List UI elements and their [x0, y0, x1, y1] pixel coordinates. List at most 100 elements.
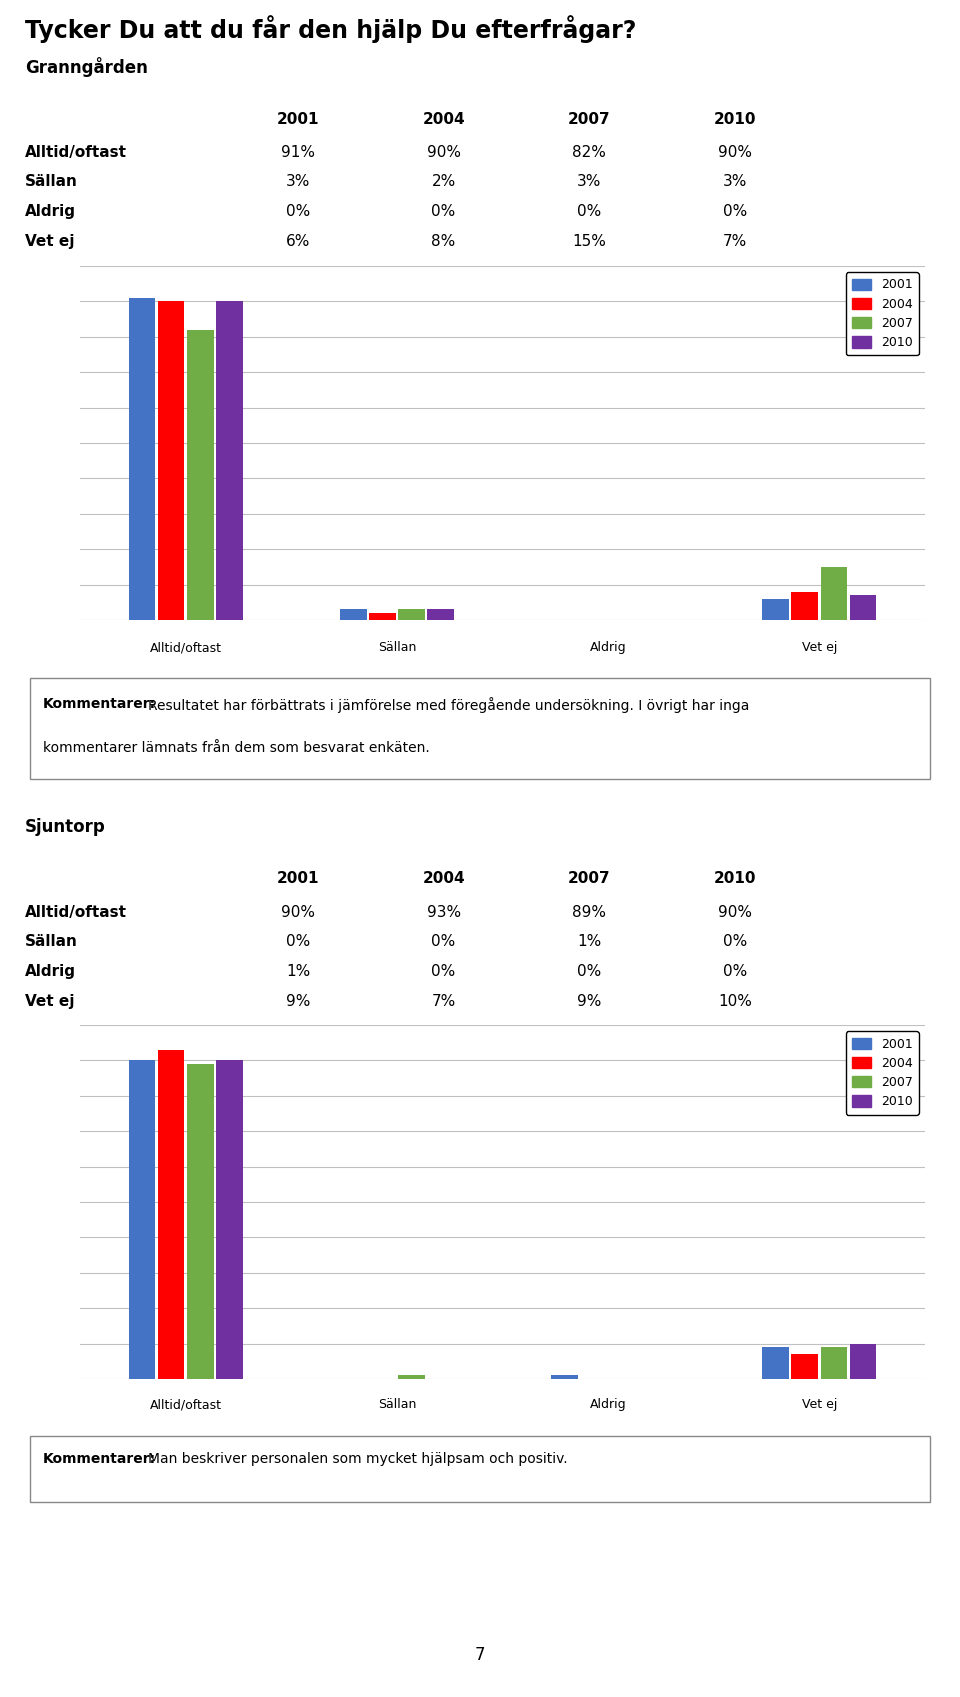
Bar	[762, 599, 789, 619]
Text: 90%: 90%	[47, 1056, 72, 1066]
Text: 10%: 10%	[47, 1339, 72, 1349]
Text: 2007: 2007	[568, 872, 611, 886]
Text: 2004: 2004	[422, 112, 465, 127]
Legend: 2001, 2004, 2007, 2010: 2001, 2004, 2007, 2010	[846, 272, 919, 355]
Bar	[821, 1347, 848, 1380]
Text: Vet ej: Vet ej	[25, 234, 75, 249]
Text: 30%: 30%	[47, 1268, 72, 1278]
Bar	[398, 609, 424, 619]
Text: Tycker Du att du får den hjälp Du efterfrågar?: Tycker Du att du får den hjälp Du efterf…	[25, 15, 636, 42]
Text: Kommentarer:: Kommentarer:	[43, 697, 156, 711]
Text: Sjuntorp: Sjuntorp	[25, 818, 106, 837]
Text: 3%: 3%	[286, 175, 310, 190]
Text: 2010: 2010	[713, 872, 756, 886]
Text: 60%: 60%	[47, 402, 72, 412]
Bar	[850, 596, 876, 619]
FancyBboxPatch shape	[30, 1436, 930, 1502]
Text: Kommentarer:: Kommentarer:	[43, 1453, 156, 1466]
Bar	[551, 1376, 578, 1380]
Text: 7%: 7%	[723, 234, 747, 249]
Text: 2010: 2010	[713, 112, 756, 127]
Text: 3%: 3%	[577, 175, 601, 190]
Text: 8%: 8%	[431, 234, 456, 249]
Text: Aldrig: Aldrig	[25, 204, 76, 219]
Text: 80%: 80%	[47, 333, 72, 341]
Bar	[791, 1354, 818, 1380]
Text: 0%: 0%	[54, 1375, 72, 1385]
Text: Sällan: Sällan	[377, 1398, 416, 1412]
Text: 2001: 2001	[276, 112, 320, 127]
Bar	[216, 1061, 243, 1380]
Text: 2%: 2%	[431, 175, 456, 190]
Bar	[340, 609, 367, 619]
Text: 10%: 10%	[47, 580, 72, 589]
Text: 89%: 89%	[572, 905, 606, 920]
Text: 91%: 91%	[281, 144, 315, 160]
Text: 70%: 70%	[47, 367, 72, 377]
FancyBboxPatch shape	[30, 679, 930, 779]
Text: 0%: 0%	[577, 204, 601, 219]
Text: 50%: 50%	[47, 438, 72, 448]
Text: 0%: 0%	[431, 964, 456, 979]
Text: 30%: 30%	[47, 509, 72, 519]
Text: 90%: 90%	[718, 905, 752, 920]
Text: 0%: 0%	[577, 964, 601, 979]
Text: Aldrig: Aldrig	[589, 641, 627, 655]
Text: 7%: 7%	[431, 994, 456, 1010]
Text: 80%: 80%	[47, 1091, 72, 1101]
Text: 0%: 0%	[286, 204, 310, 219]
Text: 93%: 93%	[426, 905, 461, 920]
Bar	[187, 329, 213, 619]
Bar	[821, 567, 848, 619]
Text: 0%: 0%	[286, 935, 310, 950]
Text: Sällan: Sällan	[25, 175, 78, 190]
Legend: 2001, 2004, 2007, 2010: 2001, 2004, 2007, 2010	[846, 1032, 919, 1115]
Text: 70%: 70%	[47, 1127, 72, 1137]
Text: Sällan: Sällan	[377, 641, 416, 655]
Text: kommentarer lämnats från dem som besvarat enkäten.: kommentarer lämnats från dem som besvara…	[43, 742, 430, 755]
Text: Granngården: Granngården	[25, 58, 148, 76]
Bar	[157, 302, 184, 619]
Bar	[157, 1050, 184, 1380]
Text: 0%: 0%	[723, 964, 747, 979]
Text: 2007: 2007	[568, 112, 611, 127]
Text: 90%: 90%	[718, 144, 752, 160]
Text: Vet ej: Vet ej	[25, 994, 75, 1010]
Bar	[216, 302, 243, 619]
Bar	[129, 299, 156, 619]
Bar	[427, 609, 454, 619]
Text: 90%: 90%	[281, 905, 315, 920]
Text: Sällan: Sällan	[25, 935, 78, 950]
Bar	[369, 613, 396, 619]
Text: 20%: 20%	[47, 1303, 72, 1313]
Text: 6%: 6%	[286, 234, 310, 249]
Text: 0%: 0%	[431, 204, 456, 219]
Text: 1%: 1%	[286, 964, 310, 979]
Bar	[850, 1344, 876, 1380]
Text: Aldrig: Aldrig	[589, 1398, 627, 1412]
Text: Resultatet har förbättrats i jämförelse med föregående undersökning. I övrigt ha: Resultatet har förbättrats i jämförelse …	[148, 697, 749, 713]
Text: 2004: 2004	[422, 872, 465, 886]
Text: 90%: 90%	[47, 297, 72, 307]
Text: 82%: 82%	[572, 144, 606, 160]
Bar	[398, 1376, 424, 1380]
Text: Vet ej: Vet ej	[802, 1398, 837, 1412]
Text: 90%: 90%	[426, 144, 461, 160]
Text: 40%: 40%	[47, 473, 72, 484]
Text: 0%: 0%	[723, 935, 747, 950]
Text: 100%: 100%	[40, 1020, 72, 1030]
Text: 9%: 9%	[577, 994, 601, 1010]
Text: 0%: 0%	[723, 204, 747, 219]
Text: 60%: 60%	[47, 1162, 72, 1171]
Text: 3%: 3%	[723, 175, 747, 190]
Text: 20%: 20%	[47, 545, 72, 555]
Text: Alltid/oftast: Alltid/oftast	[150, 641, 222, 655]
Text: 0%: 0%	[54, 614, 72, 624]
Text: 1%: 1%	[577, 935, 601, 950]
Bar	[187, 1064, 213, 1380]
Text: Alltid/oftast: Alltid/oftast	[25, 905, 127, 920]
Text: Vet ej: Vet ej	[802, 641, 837, 655]
Text: 9%: 9%	[286, 994, 310, 1010]
Bar	[762, 1347, 789, 1380]
Bar	[129, 1061, 156, 1380]
